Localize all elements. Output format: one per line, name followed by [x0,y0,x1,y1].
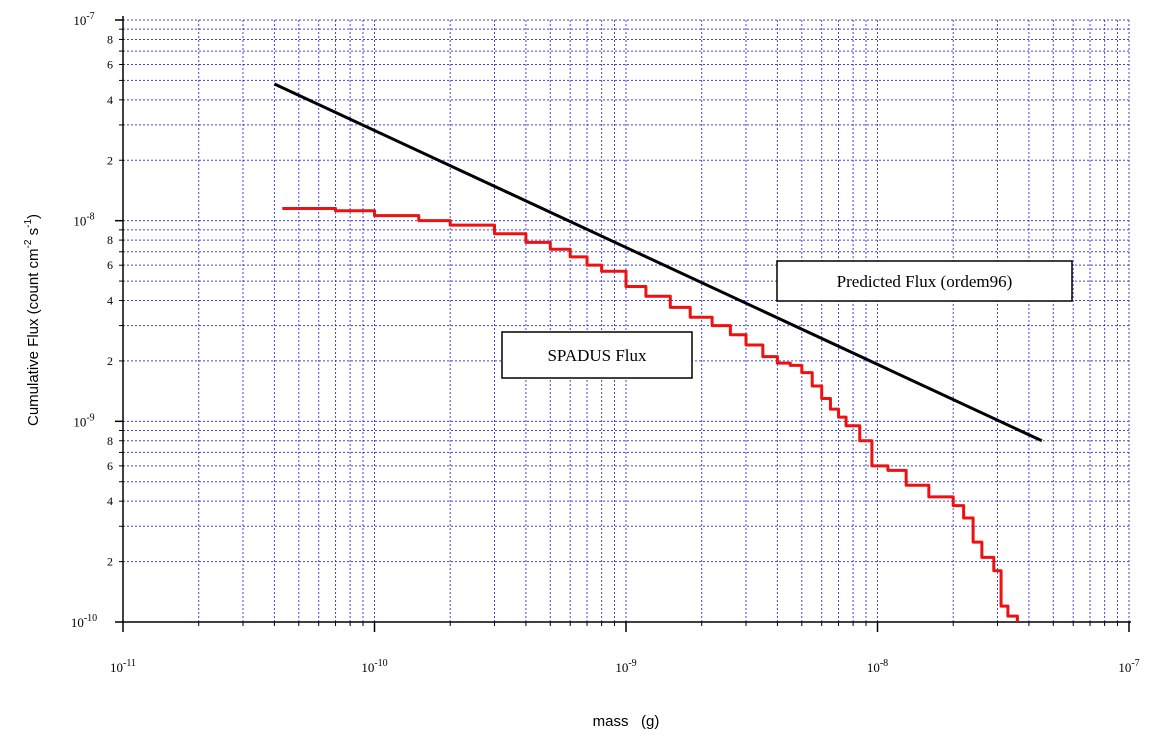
y-minor-tick-label: 8 [107,32,113,46]
series-line-spadus-flux [282,206,1019,622]
y-minor-tick-label: 8 [107,434,113,448]
series-label-text: Predicted Flux (ordem96) [837,272,1013,291]
series [273,82,1043,622]
y-minor-tick-label: 2 [107,354,113,368]
x-tick-label: 10-10 [361,658,387,675]
y-minor-tick-label: 8 [107,233,113,247]
y-minor-tick-label: 4 [107,494,113,508]
series-labels: Predicted Flux (ordem96) SPADUS Flux [501,260,1073,379]
x-tick-label: 10-7 [1118,658,1139,675]
y-minor-tick-label: 6 [107,58,113,72]
x-tick-label: 10-8 [867,658,888,675]
x-axis-label: mass (g) [593,713,660,730]
y-minor-tick-label: 2 [107,153,113,167]
series-label-spadus-flux: SPADUS Flux [501,331,693,379]
y-tick-label: 10-7 [73,11,94,28]
x-tick-label: 10-9 [615,658,636,675]
y-axis-label-main: Cumulative Flux (count cm [25,248,42,426]
y-tick-label: 10-9 [73,412,94,429]
series-line-predicted-flux [273,82,1043,443]
series-label-predicted-flux: Predicted Flux (ordem96) [776,260,1073,302]
y-minor-tick-label: 6 [107,459,113,473]
series-label-box [776,260,1073,302]
series-label-box [501,331,693,379]
y-axis-label-end: ) [25,214,42,219]
axes: 10-11 10-10 10-9 10-8 10-7 10-10 10-9 10-8 10-7 2… [71,11,1140,675]
y-axis-label-sup1: -2 [23,239,34,248]
x-tick-label: 10-11 [110,658,136,675]
y-axis-label-sup2: -1 [23,219,34,228]
y-tick-label: 10-10 [71,613,97,630]
y-axis-label: Cumulative Flux (count cm-2 s-1) [23,214,42,426]
y-minor-tick-label: 4 [107,294,113,308]
grid [123,19,1130,622]
y-minor-tick-label: 2 [107,555,113,569]
y-minor-tick-label: 6 [107,258,113,272]
y-tick-label: 10-8 [73,212,94,229]
series-label-text: SPADUS Flux [547,346,647,365]
y-minor-tick-label: 4 [107,93,113,107]
y-axis-label-mid: s [25,228,42,240]
